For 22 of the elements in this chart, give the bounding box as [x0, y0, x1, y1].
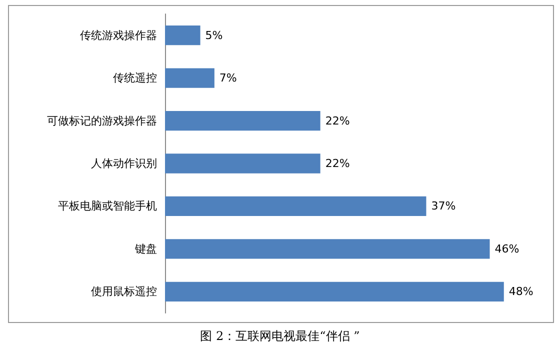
bar: [165, 26, 200, 46]
data-label: 46%: [494, 242, 520, 256]
y-tick-label: 传统遥控: [113, 72, 157, 85]
data-label: 48%: [508, 285, 534, 298]
y-tick-label: 平板电脑或智能手机: [58, 200, 157, 213]
data-label: 7%: [219, 72, 237, 85]
bar: [165, 154, 320, 174]
bar: [165, 68, 214, 88]
y-tick-label: 传统游戏操作器: [80, 28, 157, 42]
data-label: 22%: [325, 157, 350, 170]
data-label: 37%: [431, 200, 456, 213]
y-tick-label: 人体动作识别: [91, 157, 157, 170]
bar: [165, 239, 490, 259]
y-tick-label: 使用鼠标遥控: [91, 285, 157, 298]
text: 图 2：互联网电视最佳“伴侣 ”: [200, 329, 360, 343]
data-label: 22%: [325, 114, 350, 128]
data-label: 5%: [205, 28, 223, 42]
y-tick-label: 键盘: [134, 242, 157, 256]
y-tick-label: 可做标记的游戏操作器: [47, 114, 157, 128]
bar: [165, 196, 426, 216]
bar: [165, 282, 504, 302]
bar: [165, 110, 320, 131]
